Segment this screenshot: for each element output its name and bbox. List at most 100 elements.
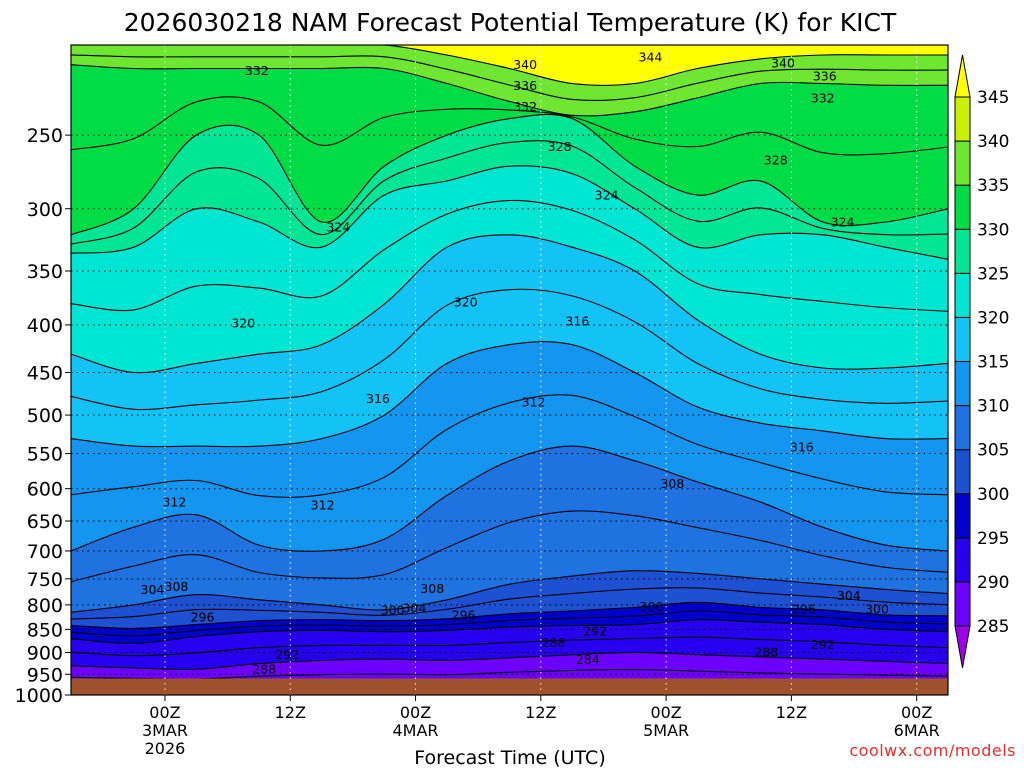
colorbar-label-295: 295 [977,529,1009,549]
contour-label-304: 304 [837,588,861,603]
colorbar-label-335: 335 [977,176,1009,196]
contour-label-308: 308 [165,579,189,594]
contour-label-344: 344 [639,49,663,64]
colorbar-band-9 [954,184,971,230]
colorbar-label-340: 340 [977,132,1009,152]
contour-label-296: 296 [452,607,476,622]
y-tick-label-550: 550 [27,444,63,466]
colorbar-label-330: 330 [977,220,1009,240]
isentrope-line-287 [71,669,948,680]
x-tick-label-0-2: 2026 [145,739,186,758]
contour-label-316: 316 [790,439,814,454]
x-tick-label-48-0: 00Z [650,703,681,722]
isentrope-line-335 [71,64,948,117]
y-tick-label-350: 350 [27,261,63,283]
contour-label-328: 328 [764,153,788,168]
contour-label-308: 308 [660,476,684,491]
y-axis: 2503003504004505005506006507007508008509… [15,125,71,707]
contour-label-332: 332 [811,90,835,105]
x-tick-label-12-0: 12Z [275,703,306,722]
x-tick-label-24-1: 4MAR [393,721,439,740]
x-tick-label-0-1: 3MAR [142,721,188,740]
contour-label-324: 324 [326,220,350,235]
isentrope-line-340 [71,45,948,86]
contour-label-300: 300 [381,602,405,617]
contour-label-312: 312 [162,494,186,509]
contour-label-316: 316 [366,391,390,406]
colorbar-label-300: 300 [977,485,1009,505]
x-tick-label-0-0: 00Z [149,703,180,722]
isentrope-line-325 [71,165,948,260]
colorbar-band-8 [954,228,971,274]
contour-label-312: 312 [311,498,335,513]
contour-label-layer: 344 340 340 336 336 332 332 332 328 328 324 324 324 3… [141,49,889,676]
y-tick-label-450: 450 [27,363,63,385]
y-tick-label-250: 250 [27,125,63,147]
colorbar-band-2 [954,493,971,539]
colorbar-label-310: 310 [977,397,1009,417]
isentrope-line-337 [71,54,948,102]
x-axis-label: Forecast Time (UTC) [414,747,605,768]
x-tick-label-48-1: 5MAR [643,721,689,740]
colorbar-cold-triangle [954,625,971,669]
y-tick-label-850: 850 [27,619,63,641]
y-tick-label-400: 400 [27,315,63,337]
isentrope-line-305 [71,570,948,613]
contour-label-320: 320 [231,315,255,330]
isentrope-line-317 [71,288,948,411]
isentrope-line-327 [71,140,948,245]
contour-label-296: 296 [792,601,816,616]
contour-label-300: 300 [865,601,889,616]
contour-label-296: 296 [191,609,215,624]
colorbar-band-5 [954,361,971,407]
colorbar-band-11 [954,96,971,142]
y-tick-label-900: 900 [27,642,63,664]
isentrope-line-312 [71,394,948,498]
colorbar-label-345: 345 [977,88,1009,108]
colorbar-label-305: 305 [977,441,1009,461]
x-tick-label-72-0: 00Z [901,703,932,722]
isentrope-line-315 [71,341,948,448]
colorbar-warm-triangle [954,54,971,98]
contour-label-332: 332 [245,63,269,78]
y-tick-label-600: 600 [27,479,63,501]
y-tick-label-950: 950 [27,664,63,686]
colorbar: 285 290 295 300 305 310 315 320 325 330 335 340 345 [954,54,1009,669]
x-tick-label-24-0: 00Z [400,703,431,722]
contour-label-340: 340 [513,57,537,72]
contour-label-336: 336 [813,69,837,84]
contour-label-304: 304 [141,582,165,597]
isentrope-line-300 [71,601,948,629]
colorbar-label-290: 290 [977,573,1009,593]
contour-label-308: 308 [420,581,444,596]
contour-label-288: 288 [541,635,565,650]
colorbar-band-10 [954,140,971,186]
contour-label-316: 316 [565,313,589,328]
y-tick-label-500: 500 [27,405,63,427]
contour-label-340: 340 [771,55,795,70]
grid-lines [71,45,948,695]
contour-label-292: 292 [811,637,835,652]
contour-label-320: 320 [454,295,478,310]
colorbar-band-4 [954,405,971,451]
contour-label-324: 324 [595,188,619,203]
isentrope-line-330 [71,113,948,236]
contour-label-288: 288 [754,644,778,659]
colorbar-label-315: 315 [977,353,1009,373]
isentrope-line-290 [71,651,948,670]
y-tick-label-300: 300 [27,199,63,221]
y-tick-label-750: 750 [27,569,63,591]
contour-label-292: 292 [275,647,299,662]
isentrope-line-332 [71,96,948,156]
colorbar-label-325: 325 [977,264,1009,284]
contour-label-284: 284 [576,652,600,667]
isentrope-line-320 [71,234,948,374]
chart-title: 2026030218 NAM Forecast Potential Temper… [124,8,897,37]
y-tick-label-800: 800 [27,595,63,617]
colorbar-band-3 [954,449,971,495]
contour-label-288: 288 [252,662,276,677]
x-tick-label-72-1: 6MAR [894,721,940,740]
y-tick-label-700: 700 [27,541,63,563]
